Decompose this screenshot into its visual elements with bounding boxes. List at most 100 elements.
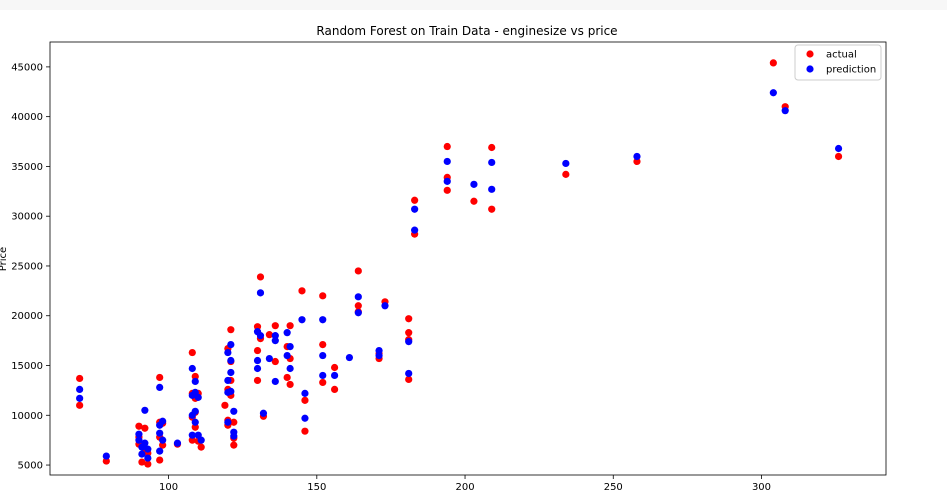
actual-point — [405, 329, 413, 337]
prediction-point — [405, 369, 413, 378]
prediction-point — [259, 409, 268, 417]
actual-point — [159, 441, 167, 449]
prediction-point — [271, 377, 279, 386]
prediction-point — [488, 158, 496, 167]
actual-point — [256, 273, 265, 281]
plot-area — [49, 41, 887, 476]
actual-point — [443, 142, 451, 151]
prediction-point — [834, 144, 843, 153]
prediction-point — [443, 177, 451, 185]
actual-point — [330, 385, 339, 393]
actual-point — [470, 197, 478, 205]
prediction-point — [443, 157, 451, 166]
prediction-point — [283, 329, 291, 337]
prediction-point — [271, 332, 279, 340]
y-axis-label: Price — [0, 247, 9, 271]
prediction-point — [256, 332, 265, 340]
y-tick-label: 25000 — [11, 261, 43, 272]
actual-point — [102, 457, 110, 465]
prediction-point — [227, 387, 235, 395]
actual-point — [411, 196, 419, 204]
actual-point — [227, 326, 235, 334]
actual-point — [253, 346, 262, 355]
prediction-point — [381, 302, 389, 310]
prediction-point — [769, 89, 777, 97]
actual-point — [230, 441, 238, 449]
prediction-point — [286, 364, 294, 373]
actual-point — [488, 143, 496, 152]
prediction-point — [271, 337, 279, 345]
prediction-point — [230, 407, 238, 415]
x-tick-label: 150 — [307, 482, 326, 493]
actual-point — [298, 287, 306, 295]
prediction-point — [301, 414, 309, 422]
actual-point — [633, 157, 641, 166]
prediction-point — [141, 406, 149, 414]
actual-point — [769, 59, 777, 67]
y-tick-label: 10000 — [11, 411, 43, 422]
prediction-point — [781, 107, 789, 115]
prediction-point — [224, 418, 232, 426]
prediction-point — [188, 364, 196, 373]
y-tick-label: 40000 — [11, 112, 43, 123]
actual-point — [271, 322, 279, 330]
actual-point — [354, 302, 362, 310]
prediction-point — [286, 342, 294, 351]
prediction-point — [188, 431, 196, 439]
x-tick-label: 200 — [455, 482, 474, 493]
actual-point — [283, 373, 291, 382]
prediction-point — [345, 353, 354, 362]
x-tick-label: 100 — [159, 482, 178, 493]
actual-point — [230, 418, 238, 426]
actual-point — [286, 380, 294, 389]
x-tick-label: 250 — [604, 482, 623, 493]
prediction-point — [227, 368, 235, 377]
actual-point — [488, 205, 496, 213]
y-tick-label: 20000 — [11, 311, 43, 322]
actual-point — [443, 186, 451, 194]
prediction-point — [76, 385, 84, 393]
x-axis: 100 150 200 250 300 — [159, 475, 771, 493]
actual-point — [286, 322, 294, 330]
actual-point — [271, 357, 279, 366]
prediction-point — [159, 436, 167, 444]
y-tick-label: 35000 — [11, 162, 43, 173]
actual-point — [188, 348, 196, 357]
prediction-point — [488, 185, 496, 193]
actual-point — [405, 375, 413, 384]
y-tick-label: 15000 — [11, 361, 43, 372]
prediction-point — [319, 371, 327, 380]
y-tick-label: 45000 — [11, 62, 43, 73]
prediction-point — [298, 316, 306, 324]
prediction-point — [135, 430, 143, 438]
actual-point — [405, 315, 413, 323]
actual-point — [301, 396, 309, 404]
prediction-point — [354, 309, 362, 317]
prediction-point — [405, 338, 413, 346]
prediction-point — [301, 389, 309, 397]
prediction-point — [375, 346, 383, 355]
actual-point — [834, 152, 843, 161]
actual-point — [253, 323, 262, 331]
actual-point — [141, 424, 149, 432]
prediction-point — [265, 354, 273, 363]
prediction-point — [197, 436, 205, 444]
prediction-point — [191, 418, 199, 426]
prediction-point — [156, 383, 164, 392]
prediction-point — [194, 393, 202, 401]
prediction-point — [144, 445, 152, 453]
y-tick-label: 30000 — [11, 212, 43, 223]
prediction-point — [354, 293, 362, 301]
actual-point — [265, 331, 273, 339]
actual-point — [138, 458, 146, 466]
prediction-point — [230, 432, 238, 440]
prediction-point — [191, 407, 199, 415]
prediction-point — [156, 429, 164, 437]
prediction-point — [138, 450, 146, 458]
prediction-point — [141, 439, 149, 447]
top-strip — [0, 0, 947, 10]
prediction-point — [144, 454, 152, 462]
prediction-point — [159, 417, 167, 425]
legend-label: prediction — [826, 65, 876, 76]
